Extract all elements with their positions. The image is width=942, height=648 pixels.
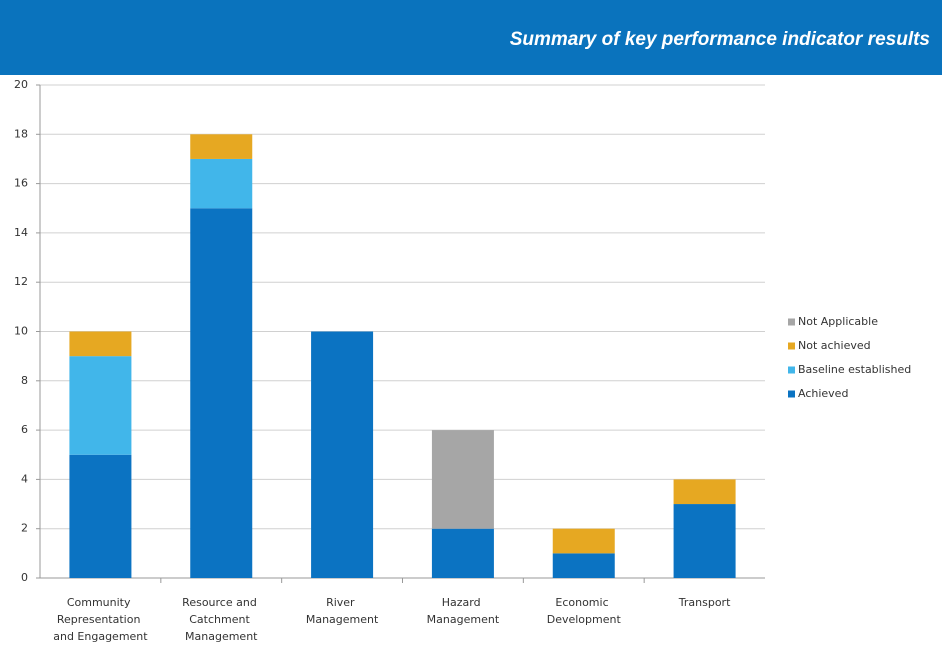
y-tick-label: 20 xyxy=(14,78,28,91)
x-tick-label: Transport xyxy=(678,596,731,609)
bar-segment xyxy=(69,356,132,455)
legend-label: Achieved xyxy=(798,387,848,400)
bar-segment xyxy=(69,331,132,357)
x-tick-label: Community Representation and Engagement xyxy=(53,596,148,643)
bar-segment xyxy=(190,134,253,159)
bar-segment xyxy=(552,528,615,554)
y-tick-label: 18 xyxy=(14,127,28,140)
y-tick-label: 6 xyxy=(21,423,28,436)
bar-segment xyxy=(673,479,736,505)
y-tick-label: 14 xyxy=(14,226,28,239)
bar-segment xyxy=(311,331,374,578)
bar-segment xyxy=(431,528,494,578)
legend-swatch xyxy=(788,390,795,398)
bar-segment xyxy=(673,504,736,578)
bar-segment xyxy=(431,430,494,529)
bar-segment xyxy=(190,158,253,209)
bar-segment xyxy=(190,208,253,578)
legend-swatch xyxy=(788,318,795,326)
y-tick-label: 8 xyxy=(21,374,28,387)
y-tick-label: 2 xyxy=(21,522,28,535)
y-tick-label: 0 xyxy=(21,571,28,584)
x-tick-label: Hazard Management xyxy=(427,596,500,626)
legend-label: Not achieved xyxy=(798,339,871,352)
y-tick-label: 12 xyxy=(14,275,28,288)
y-tick-label: 16 xyxy=(14,177,28,190)
x-tick-label: River Management xyxy=(306,596,379,626)
x-tick-label: Resource and Catchment Management xyxy=(182,596,260,643)
legend-swatch xyxy=(788,366,795,374)
y-tick-label: 4 xyxy=(21,472,28,485)
chart-title: Summary of key performance indicator res… xyxy=(510,29,930,50)
bar-segment xyxy=(552,553,615,578)
header-band xyxy=(0,0,942,75)
x-tick-label: Economic Development xyxy=(547,596,622,626)
bar-segment xyxy=(69,454,132,578)
legend-label: Not Applicable xyxy=(798,315,878,328)
legend-label: Baseline established xyxy=(798,363,911,376)
legend-swatch xyxy=(788,342,795,350)
y-tick-label: 10 xyxy=(14,325,28,338)
